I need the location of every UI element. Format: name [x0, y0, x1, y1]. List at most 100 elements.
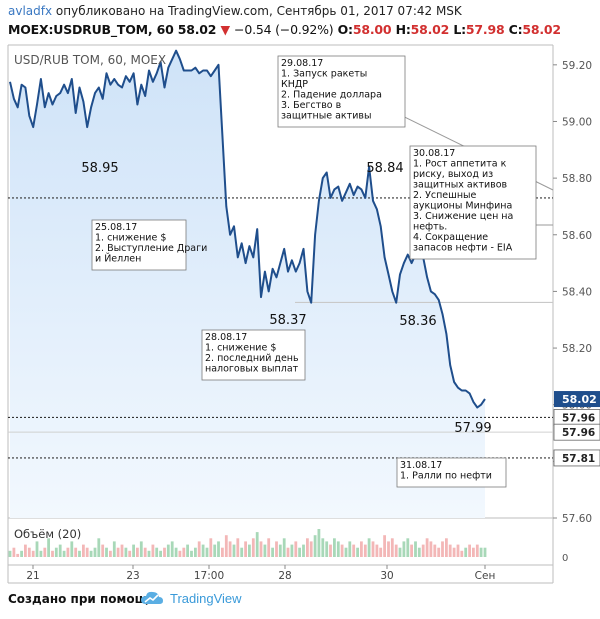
x-tick-label: 21 — [26, 570, 39, 582]
tradingview-logo[interactable]: TradingView — [140, 590, 242, 606]
volume-bar — [402, 541, 406, 557]
volume-bar — [302, 544, 305, 557]
volume-bar — [66, 547, 70, 557]
volume-bar — [460, 550, 464, 557]
published-text: опубликовано на TradingView.com, Сентябр… — [55, 4, 462, 18]
volume-bar — [398, 547, 402, 557]
low-label: L: — [453, 22, 466, 37]
current-price-tag — [554, 391, 600, 408]
note-line: 1. Ралли по нефти — [400, 471, 492, 482]
volume-bar — [101, 544, 105, 557]
price-tag-label: 57.96 — [562, 412, 595, 424]
volume-bar — [421, 544, 425, 557]
volume-bar — [394, 544, 398, 557]
volume-bar — [259, 541, 263, 557]
open-value: 58.00 — [352, 22, 392, 37]
volume-bar — [112, 541, 116, 557]
volume-bar — [136, 547, 139, 557]
volume-bar — [27, 547, 31, 557]
volume-bar — [390, 538, 394, 557]
volume-bar — [255, 532, 259, 557]
volume-bar — [31, 550, 35, 557]
volume-bar — [472, 547, 475, 557]
value-label-58-37: 58.37 — [269, 313, 306, 328]
note-line: 2. Успешные — [413, 190, 477, 201]
volume-bar — [363, 544, 367, 557]
volume-bar — [456, 544, 460, 557]
volume-bar — [433, 544, 437, 557]
volume-bar — [445, 538, 448, 557]
note-line: защитных активов — [413, 180, 508, 191]
volume-bar — [128, 550, 132, 557]
x-tick-label: 23 — [126, 570, 139, 582]
volume-bar — [375, 544, 379, 557]
created-with-text: Создано при помощи — [8, 592, 157, 606]
volume-bar — [356, 547, 359, 557]
y-tick-label: 58.20 — [562, 343, 592, 355]
volume-bar — [163, 547, 166, 557]
volume-bar — [155, 547, 159, 557]
y-tick-label: 58.40 — [562, 286, 592, 298]
price-tag-label: 57.81 — [562, 453, 595, 465]
volume-bar — [213, 544, 217, 557]
note-line: 3. Снижение цен на — [413, 211, 513, 222]
volume-bar — [251, 538, 255, 557]
annotation-note-2: 28.08.171. снижение $2. последний деньна… — [201, 329, 306, 381]
price-change: −0.54 (−0.92%) — [234, 22, 334, 37]
volume-bar — [74, 547, 78, 557]
volume-bar — [379, 547, 383, 557]
volume-bar — [116, 547, 120, 557]
x-tick-label: Сен — [475, 570, 496, 582]
price-tag-box — [553, 449, 600, 467]
volume-bar — [105, 547, 108, 557]
volume-bar — [244, 541, 247, 557]
x-tick-label: 28 — [278, 570, 291, 582]
volume-bar — [344, 547, 348, 557]
volume-bar — [290, 544, 294, 557]
note-box — [396, 457, 507, 488]
volume-bar — [294, 541, 298, 557]
note-line: налоговых выплат — [205, 364, 299, 375]
chart-title: USD/RUB TOM, 60, MOEX — [14, 53, 166, 67]
publish-line: avladfx опубликовано на TradingView.com,… — [8, 4, 462, 18]
volume-bar — [479, 547, 483, 557]
volume-label: Объём (20) — [14, 527, 81, 541]
volume-bar — [224, 535, 228, 557]
volume-bar — [367, 538, 371, 557]
volume-bar — [414, 541, 417, 557]
volume-bar — [329, 544, 332, 557]
volume-bar — [348, 541, 352, 557]
volume-bar — [306, 538, 309, 557]
tradingview-cloud-icon — [141, 591, 163, 604]
volume-bar — [248, 544, 251, 557]
author-link[interactable]: avladfx — [8, 4, 53, 18]
volume-bar — [16, 553, 20, 557]
volume-bar — [47, 538, 50, 557]
down-arrow-icon: ▼ — [220, 22, 230, 37]
symbol-name: MOEX:USDRUB_TOM, 60 — [8, 22, 174, 37]
note-box — [277, 55, 406, 128]
note-box — [201, 329, 306, 381]
volume-bar — [309, 541, 313, 557]
volume-bar — [62, 550, 66, 557]
y-tick-label: 57.60 — [562, 513, 592, 525]
volume-bar — [271, 547, 274, 557]
volume-bar — [20, 550, 23, 557]
volume-bar — [209, 538, 213, 557]
volume-bar — [190, 550, 193, 557]
note-line: нефть. — [413, 222, 447, 233]
price-area-fill — [10, 50, 485, 518]
price-line-series — [9, 49, 486, 409]
volume-bar — [267, 538, 271, 557]
volume-bar — [452, 547, 456, 557]
volume-bar — [441, 541, 444, 557]
x-tick-label: 17:00 — [194, 570, 224, 582]
y-tick-label: 58.80 — [562, 173, 592, 185]
volume-bar — [70, 541, 74, 557]
volume-bar — [124, 547, 128, 557]
volume-bar — [197, 541, 201, 557]
volume-bar — [429, 541, 433, 557]
note-line: риску, выход из — [413, 169, 493, 180]
